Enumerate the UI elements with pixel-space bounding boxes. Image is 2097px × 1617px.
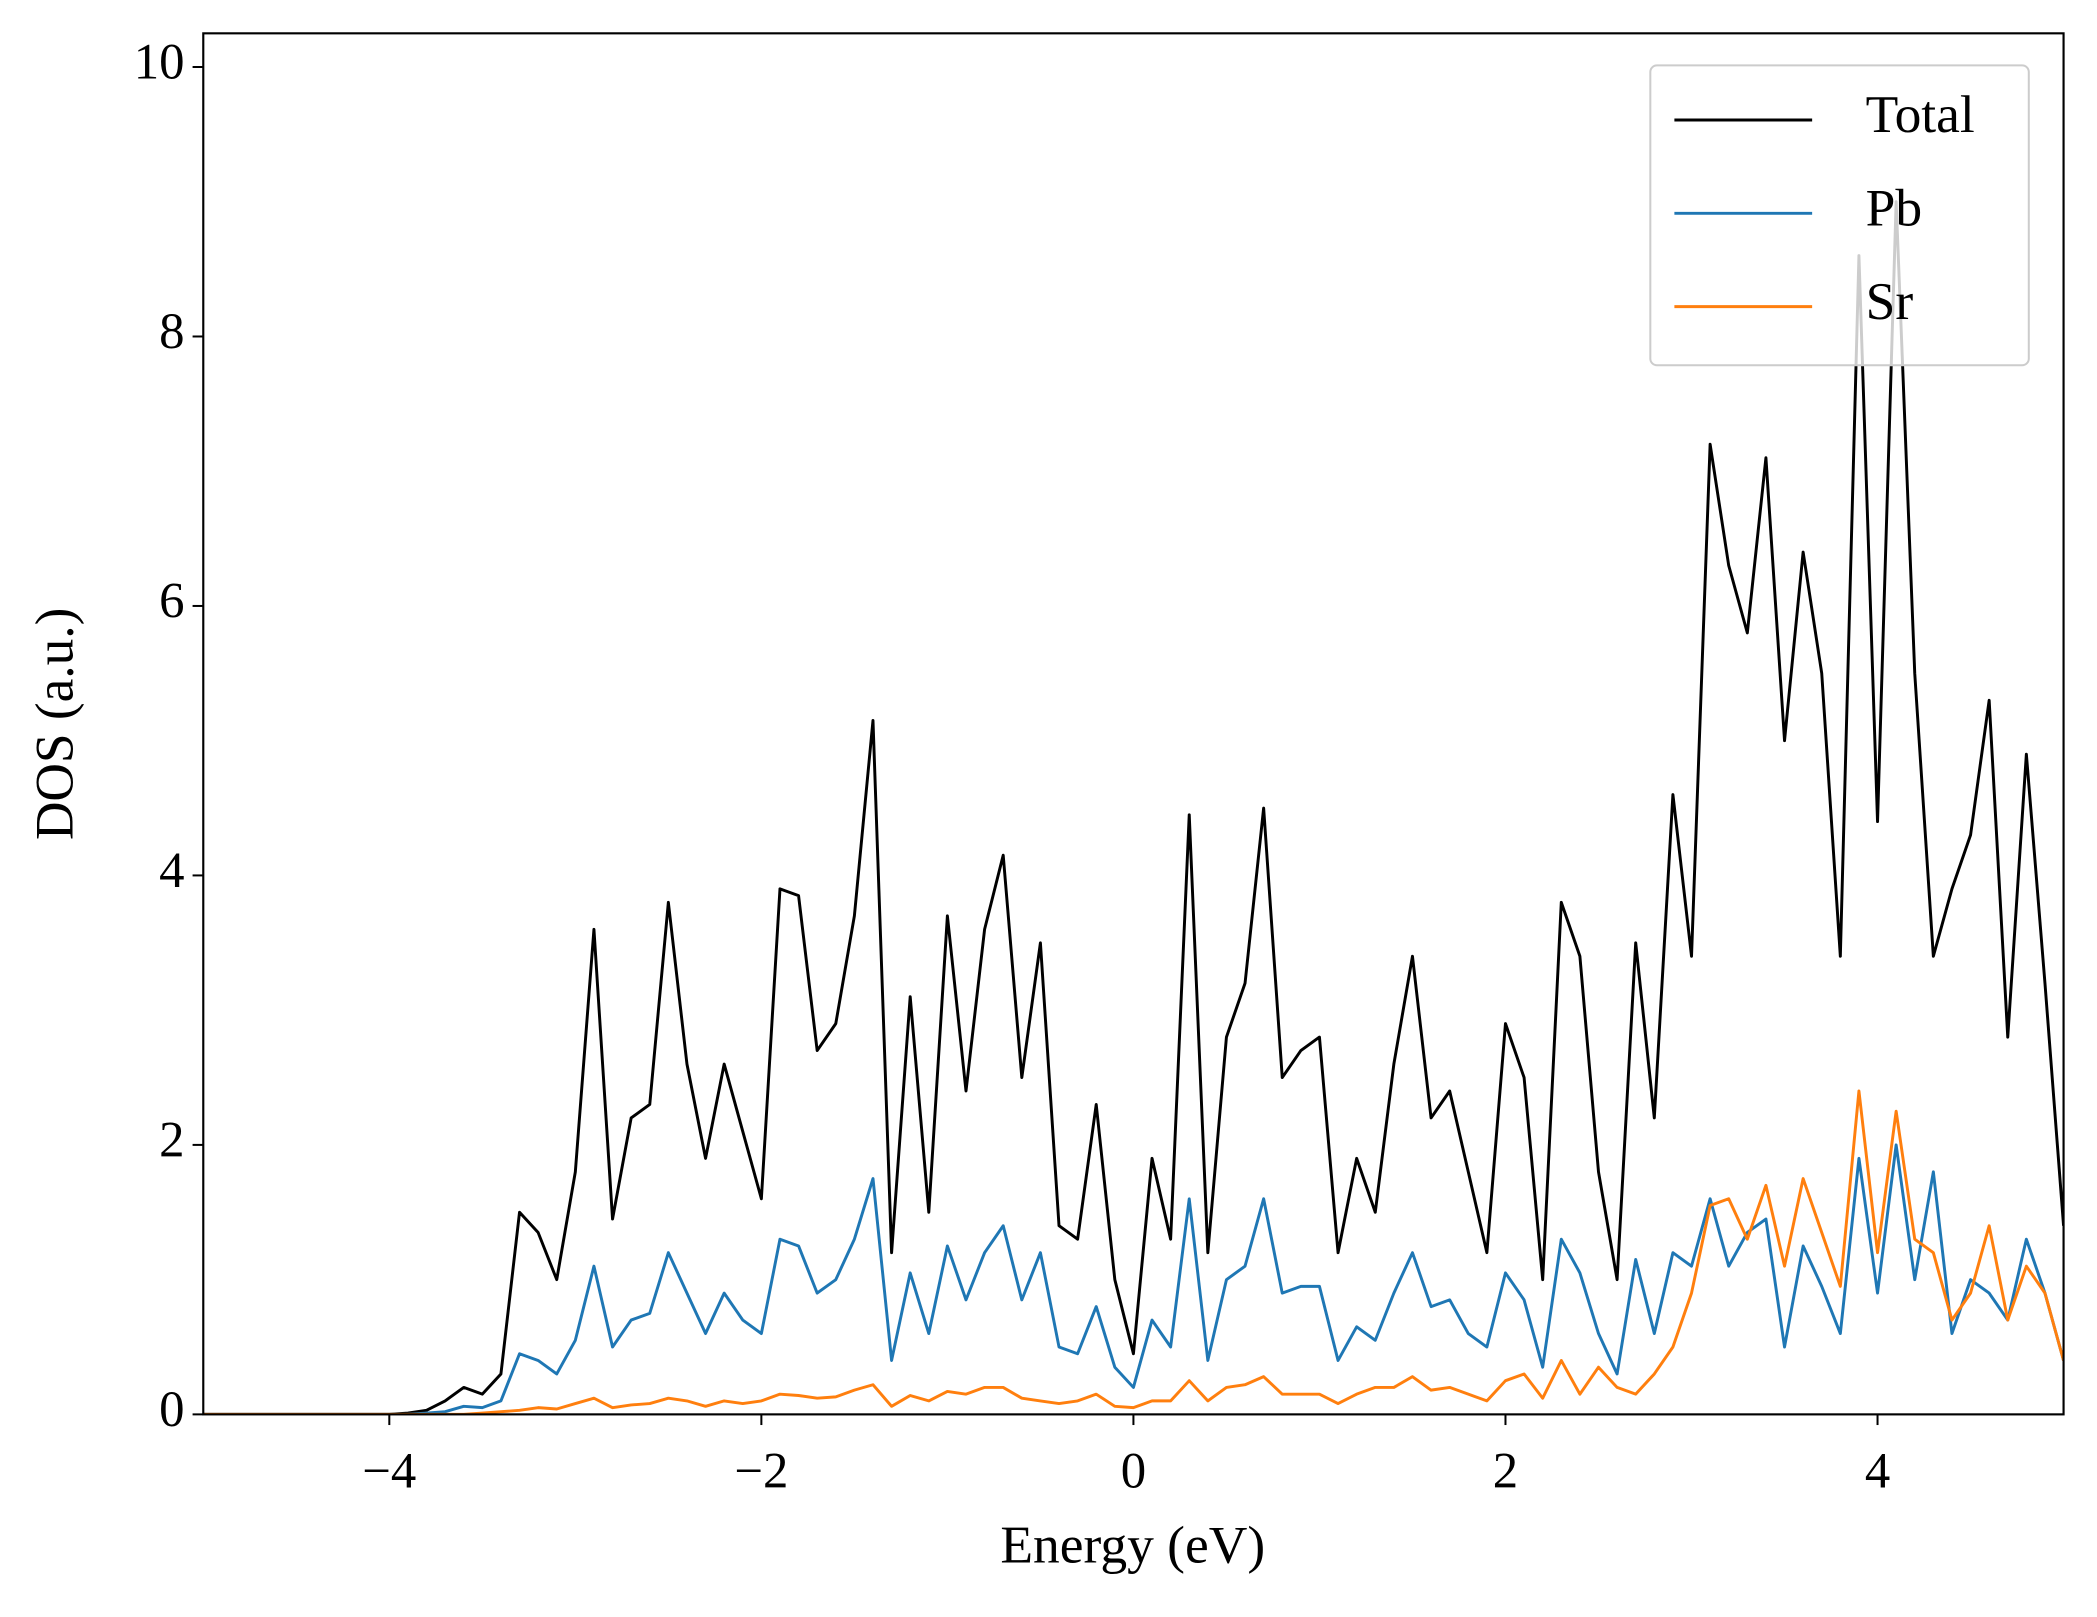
- y-tick-label: 2: [159, 1112, 184, 1168]
- x-tick-label: 0: [1121, 1442, 1146, 1498]
- y-tick-label: 0: [159, 1381, 184, 1437]
- x-tick-label: −4: [362, 1442, 416, 1498]
- plot-frame: [202, 32, 2065, 1416]
- x-tick-label: 2: [1493, 1442, 1518, 1498]
- legend-label: Total: [1866, 84, 1975, 144]
- x-tick-label: 4: [1865, 1442, 1890, 1498]
- y-tick-label: 4: [159, 842, 184, 898]
- y-tick-label: 8: [159, 303, 184, 359]
- series-line: [203, 1143, 2064, 1415]
- y-tick-label: 10: [134, 34, 185, 90]
- legend-frame: [1649, 64, 2030, 367]
- x-axis-label: Energy (eV): [1000, 1515, 1265, 1575]
- y-axis-label: DOS (a.u.): [24, 608, 84, 840]
- x-tick-label: −2: [734, 1442, 788, 1498]
- y-tick-label: 6: [159, 573, 184, 629]
- legend-label: Pb: [1866, 178, 1922, 238]
- series-line: [203, 200, 2064, 1415]
- legend-label: Sr: [1866, 271, 1914, 331]
- series-line: [203, 1089, 2064, 1415]
